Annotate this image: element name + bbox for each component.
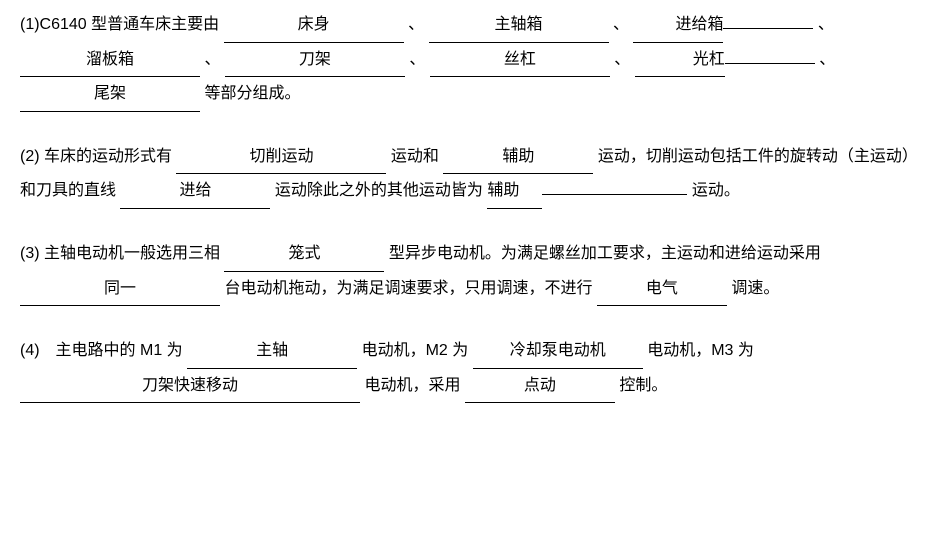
q4-blank-3: 刀架快速移动: [20, 369, 360, 404]
q3-blank-1: 笼式: [224, 237, 384, 272]
q1-sep-2: 、: [613, 16, 629, 33]
q4-blank-4: 点动: [465, 369, 615, 404]
q1-blank-3b: [723, 28, 813, 29]
question-1: (1)C6140 型普通车床主要由 床身 、 主轴箱 、 进给箱 、 溜板箱 、…: [20, 8, 911, 112]
q3-blank-3: 电气: [597, 272, 727, 307]
q2-blank-2: 辅助: [443, 140, 593, 175]
q2-blank-3: 进给: [120, 174, 270, 209]
q4-text-5: 控制。: [619, 377, 667, 394]
q1-blank-1: 床身: [224, 8, 404, 43]
q4-blank-1: 主轴: [187, 334, 357, 369]
q2-blank-4b: [542, 194, 687, 195]
q1-text-prefix: (1)C6140 型普通车床主要由: [20, 16, 219, 33]
q1-text-suffix: 等部分组成。: [204, 85, 300, 102]
q2-text-1: (2) 车床的运动形式有: [20, 148, 172, 165]
question-4: (4) 主电路中的 M1 为 主轴 电动机，M2 为 冷却泵电动机 电动机，M3…: [20, 334, 911, 403]
q1-blank-8: 尾架: [20, 77, 200, 112]
q1-blank-4: 溜板箱: [20, 43, 200, 78]
q2-blank-4a: 辅助: [487, 174, 542, 209]
q1-blank-6: 丝杠: [430, 43, 610, 78]
q4-blank-2: 冷却泵电动机: [473, 334, 643, 369]
q1-sep-6: 、: [614, 51, 630, 68]
q1-blank-2: 主轴箱: [429, 8, 609, 43]
q2-text-5: 运动。: [692, 182, 740, 199]
question-3: (3) 主轴电动机一般选用三相 笼式 型异步电动机。为满足螺丝加工要求，主运动和…: [20, 237, 911, 306]
q3-blank-2: 同一: [20, 272, 220, 307]
q1-sep-1: 、: [408, 16, 424, 33]
q3-text-4: 调速。: [731, 280, 779, 297]
q2-text-4: 运动除此之外的其他运动皆为: [275, 182, 483, 199]
q1-blank-5: 刀架: [225, 43, 405, 78]
q1-blank-7b: [725, 63, 815, 64]
q2-text-2: 运动和: [391, 148, 439, 165]
q4-text-1: (4) 主电路中的 M1 为: [20, 342, 183, 359]
q1-blank-7a: 光杠: [635, 43, 725, 78]
q2-blank-1: 切削运动: [176, 140, 386, 175]
q4-text-2: 电动机，M2 为: [362, 342, 469, 359]
q1-sep-4: 、: [204, 51, 220, 68]
q3-text-2: 型异步电动机。为满足螺丝加工要求，主运动和进给运动采用: [389, 245, 821, 262]
q3-text-3: 台电动机拖动，为满足调速要求，只用调速，不进行: [224, 280, 592, 297]
q4-text-3: 电动机，M3 为: [647, 342, 754, 359]
q1-blank-3a: 进给箱: [633, 8, 723, 43]
q1-sep-7: 、: [819, 51, 835, 68]
q4-text-4: 电动机，采用: [364, 377, 460, 394]
q1-sep-5: 、: [409, 51, 425, 68]
q1-sep-3: 、: [818, 16, 834, 33]
q3-text-1: (3) 主轴电动机一般选用三相: [20, 245, 220, 262]
question-2: (2) 车床的运动形式有 切削运动 运动和 辅助 运动，切削运动包括工件的旋转动…: [20, 140, 911, 209]
